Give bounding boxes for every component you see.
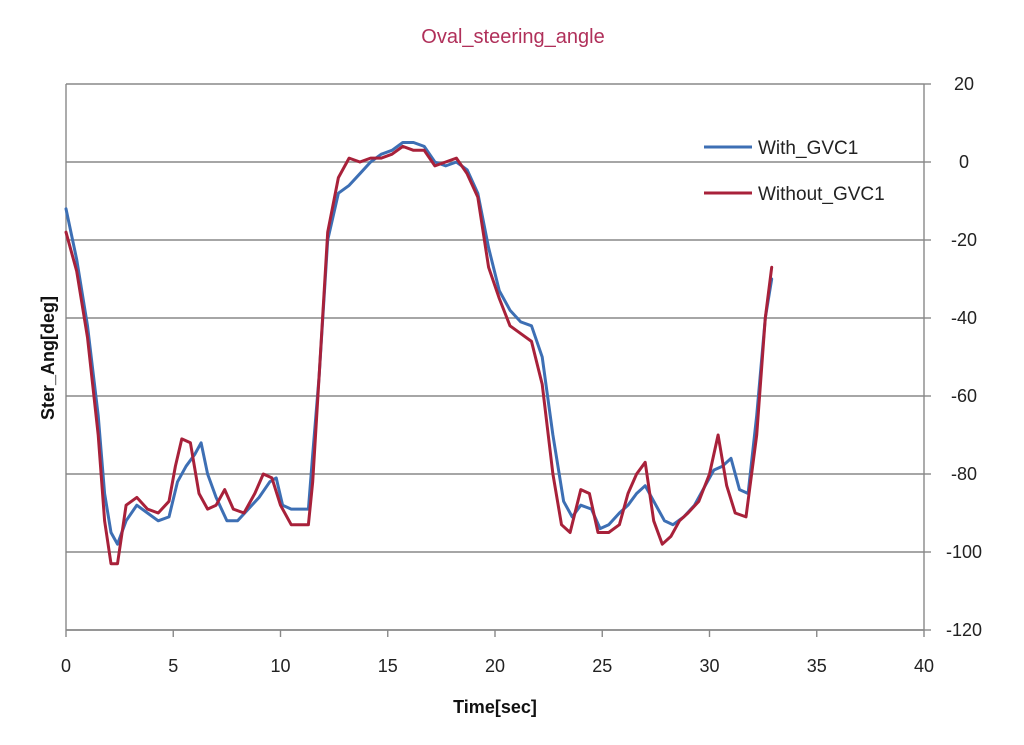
y-axis-label: Ster_Ang[deg]	[38, 296, 58, 420]
x-axis-label: Time[sec]	[453, 697, 537, 717]
x-tick-label-1: 5	[168, 656, 178, 676]
x-tick-label-6: 30	[699, 656, 719, 676]
y-tick-label-6: -100	[946, 542, 982, 562]
y-tick-label-7: -120	[946, 620, 982, 640]
x-tick-label-5: 25	[592, 656, 612, 676]
series-lines	[64, 141, 774, 566]
series-line-with-gvc1	[64, 141, 774, 546]
x-axis-ticks: 0 5 10 15 20 25 30 35 40	[61, 656, 934, 676]
x-tick-label-3: 15	[378, 656, 398, 676]
y-tick-label-0: 20	[954, 74, 974, 94]
y-tick-label-3: -40	[951, 308, 977, 328]
axes	[65, 84, 925, 637]
x-tick-label-0: 0	[61, 656, 71, 676]
y-tick-label-4: -60	[951, 386, 977, 406]
legend: With_GVC1 Without_GVC1	[704, 138, 885, 205]
y-tick-label-5: -80	[951, 464, 977, 484]
legend-label-without-gvc1: Without_GVC1	[758, 184, 885, 205]
grid-lines	[66, 83, 931, 631]
x-tick-label-8: 40	[914, 656, 934, 676]
chart-title: Oval_steering_angle	[421, 26, 604, 48]
series-line-without-gvc1	[64, 144, 774, 566]
y-tick-label-2: -20	[951, 230, 977, 250]
y-axis-ticks: 20 0 -20 -40 -60 -80 -100 -120	[946, 74, 982, 640]
y-tick-label-1: 0	[959, 152, 969, 172]
x-tick-label-4: 20	[485, 656, 505, 676]
x-tick-label-7: 35	[807, 656, 827, 676]
legend-label-with-gvc1: With_GVC1	[758, 138, 858, 159]
x-tick-label-2: 10	[270, 656, 290, 676]
